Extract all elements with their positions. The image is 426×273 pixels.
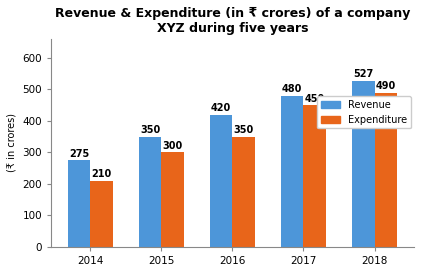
Legend: Revenue, Expenditure: Revenue, Expenditure [317, 96, 410, 129]
Text: 300: 300 [162, 141, 182, 151]
Bar [67, 160, 90, 247]
Text: 480: 480 [281, 84, 302, 94]
Bar [374, 93, 396, 247]
Bar [232, 137, 255, 247]
Text: 450: 450 [304, 94, 324, 103]
Bar [90, 181, 113, 247]
Bar [161, 152, 184, 247]
Text: 420: 420 [210, 103, 230, 113]
Text: 275: 275 [69, 149, 89, 159]
Text: 490: 490 [375, 81, 395, 91]
Y-axis label: (₹ in crores): (₹ in crores) [7, 114, 17, 173]
Text: 527: 527 [352, 69, 372, 79]
Text: 210: 210 [92, 169, 112, 179]
Bar [280, 96, 303, 247]
Bar [138, 137, 161, 247]
Text: 350: 350 [140, 125, 160, 135]
Bar [209, 115, 232, 247]
Bar [303, 105, 325, 247]
Text: 350: 350 [233, 125, 253, 135]
Bar [351, 81, 374, 247]
Title: Revenue & Expenditure (in ₹ crores) of a company
XYZ during five years: Revenue & Expenditure (in ₹ crores) of a… [55, 7, 409, 35]
